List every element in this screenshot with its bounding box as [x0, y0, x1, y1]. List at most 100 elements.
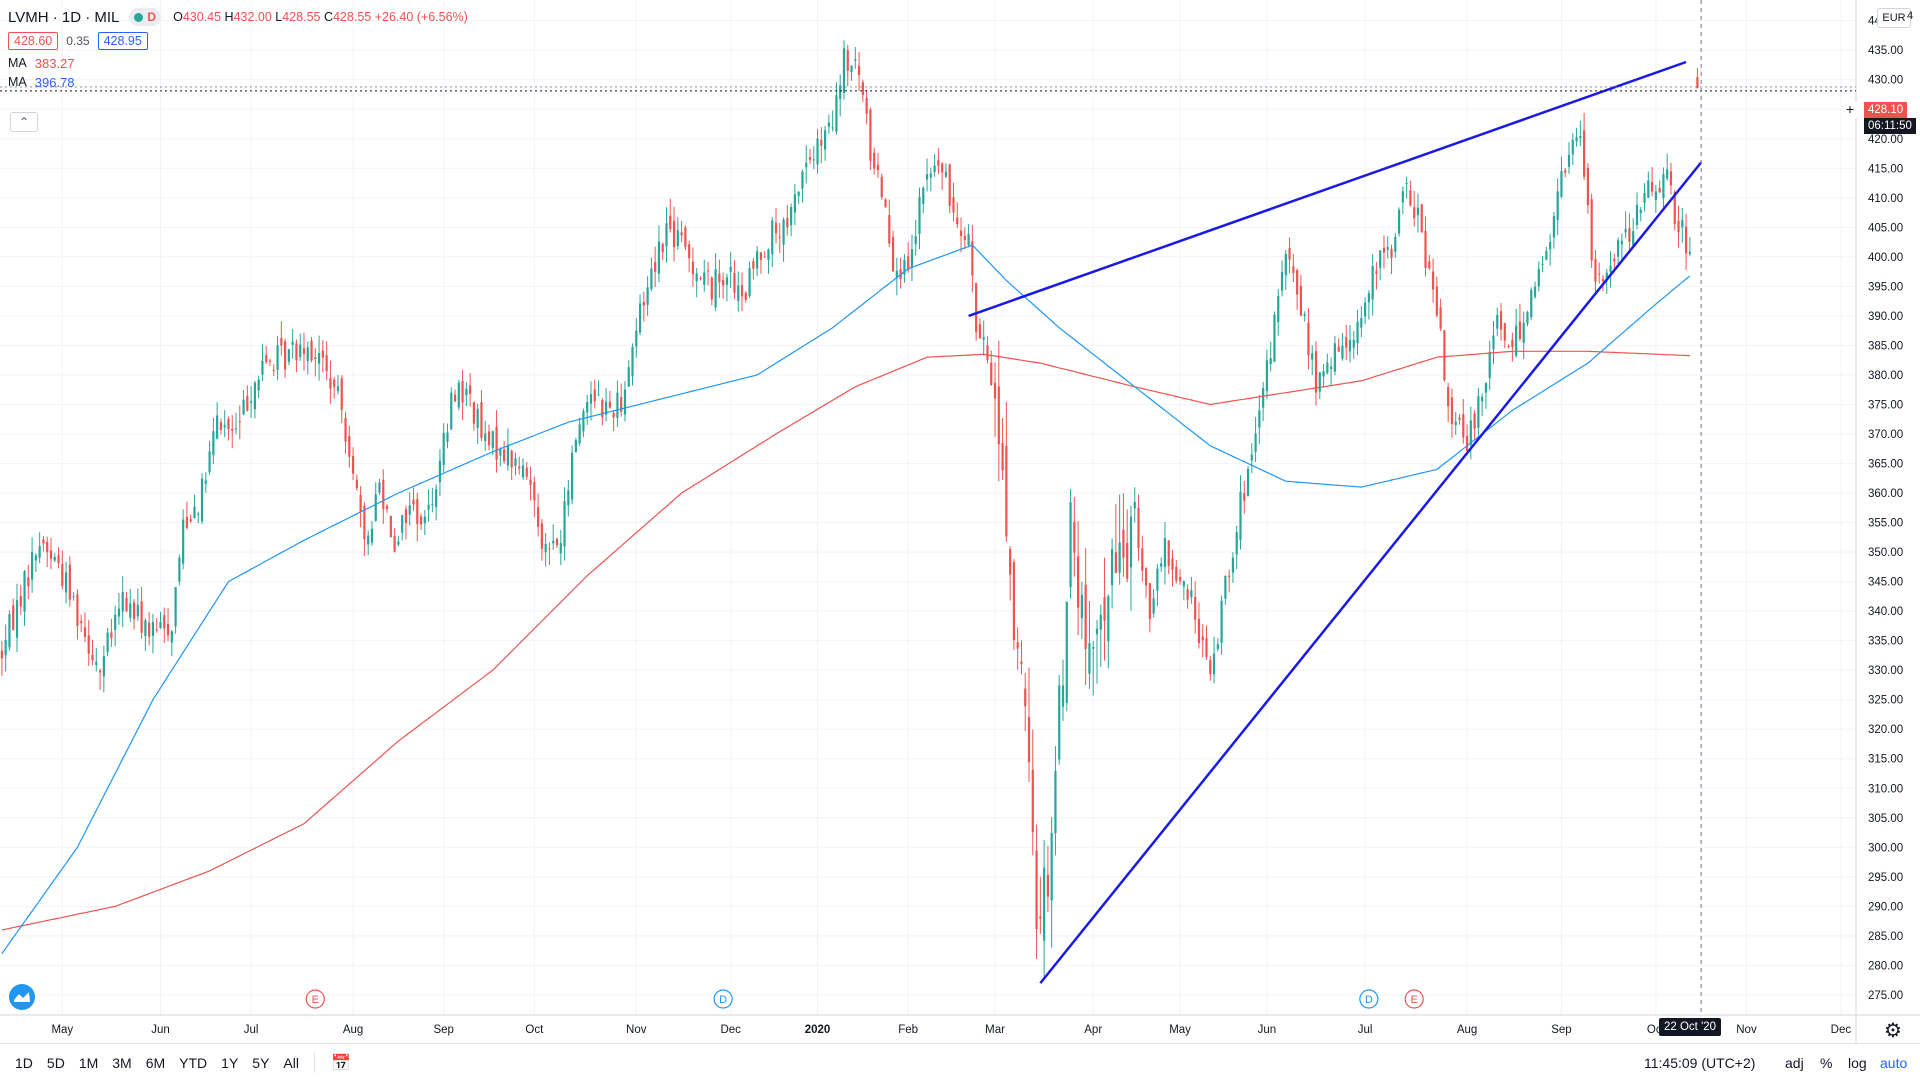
- candle-body: [1363, 302, 1367, 317]
- bid-button[interactable]: 428.60: [8, 32, 59, 50]
- collapse-legend-button[interactable]: ⌃: [10, 112, 38, 132]
- candle-body: [1277, 296, 1280, 322]
- y-tick-label: 305.00: [1868, 813, 1903, 825]
- last-price-tag: 428.10: [1864, 102, 1908, 118]
- event-marker-e[interactable]: [305, 989, 325, 1009]
- candle-body: [582, 410, 585, 432]
- candle-body: [136, 604, 139, 617]
- candle-body: [861, 82, 864, 96]
- candle-body: [148, 622, 151, 637]
- percent-toggle[interactable]: %: [1820, 1054, 1833, 1071]
- ma-legend-short[interactable]: MA 396.78: [8, 74, 75, 90]
- candle-body: [1273, 314, 1276, 362]
- candle-body: [1262, 388, 1265, 408]
- candle-body: [1613, 258, 1616, 262]
- candle-body: [1360, 317, 1363, 328]
- candle-body: [1669, 171, 1673, 186]
- event-marker-d[interactable]: [1359, 989, 1379, 1009]
- trendline[interactable]: [968, 60, 1687, 318]
- candle-body: [166, 623, 170, 636]
- candle-body: [525, 467, 528, 477]
- event-marker-label: E: [312, 994, 319, 1006]
- candle-body: [555, 538, 559, 546]
- candle-body: [68, 564, 71, 600]
- candle-body: [1465, 435, 1469, 451]
- candle-body: [631, 346, 634, 376]
- candle-body: [1216, 644, 1219, 650]
- candle-body: [812, 159, 815, 161]
- candle-body: [801, 171, 804, 189]
- ma-legend-long[interactable]: MA 383.27: [8, 55, 75, 71]
- y-tick-label: 285.00: [1868, 931, 1903, 943]
- candle-body: [646, 287, 649, 305]
- tradingview-logo-icon[interactable]: [8, 983, 36, 1011]
- candle-body: [1549, 242, 1552, 250]
- event-marker-d[interactable]: [713, 989, 733, 1009]
- candle-body: [1684, 226, 1688, 254]
- candle-body: [1605, 272, 1608, 278]
- x-tick-label: Aug: [343, 1024, 363, 1036]
- timeframe-button-5d[interactable]: 5D: [46, 1054, 65, 1071]
- y-tick-label: 325.00: [1868, 695, 1903, 707]
- candle-body: [1239, 491, 1242, 540]
- candle-body: [114, 614, 117, 630]
- clock-readout[interactable]: 11:45:09 (UTC+2): [1644, 1054, 1756, 1071]
- x-tick-label: Nov: [626, 1024, 647, 1036]
- candle-body: [1401, 191, 1404, 203]
- add-alert-plus-icon[interactable]: +: [1842, 102, 1858, 118]
- ask-button[interactable]: 428.95: [97, 32, 148, 50]
- candle-body: [234, 428, 238, 430]
- candle-body: [155, 629, 158, 631]
- candle-body: [971, 241, 974, 276]
- candle-body: [956, 217, 959, 225]
- candle-body: [1609, 265, 1612, 273]
- candle-body: [537, 507, 540, 527]
- candle-body: [771, 220, 774, 255]
- candle-body: [333, 379, 336, 387]
- adj-toggle[interactable]: adj: [1785, 1054, 1804, 1071]
- candle-body: [280, 338, 283, 346]
- candle-body: [978, 324, 982, 339]
- timeframe-button-1m[interactable]: 1M: [78, 1054, 99, 1071]
- candle-body: [1635, 204, 1639, 225]
- candle-body: [0, 650, 3, 659]
- timeframe-button-all[interactable]: All: [283, 1054, 299, 1071]
- candle-body: [1046, 874, 1049, 897]
- timeframe-button-ytd[interactable]: YTD: [179, 1054, 208, 1071]
- gear-icon[interactable]: ⚙: [1884, 1020, 1902, 1042]
- candle-body: [1518, 321, 1522, 339]
- calendar-range-icon[interactable]: 📅: [330, 1054, 351, 1072]
- timeframe-button-1d[interactable]: 1D: [15, 1054, 33, 1071]
- y-tick-label: 420.00: [1868, 134, 1903, 146]
- log-toggle[interactable]: log: [1848, 1054, 1867, 1071]
- y-tick-label: 290.00: [1868, 901, 1903, 913]
- candle-body: [944, 171, 948, 177]
- auto-toggle[interactable]: auto: [1880, 1054, 1908, 1071]
- y-tick-label: 380.00: [1868, 370, 1903, 382]
- trendline[interactable]: [1039, 161, 1703, 984]
- timeframe-button-3m[interactable]: 3M: [112, 1054, 132, 1071]
- candle-body: [1250, 454, 1253, 461]
- candle-body: [42, 539, 45, 544]
- timeframe-button-5y[interactable]: 5Y: [252, 1054, 270, 1071]
- candle-body: [1590, 199, 1593, 261]
- y-tick-label: 340.00: [1868, 606, 1903, 618]
- candle-body: [1394, 236, 1397, 253]
- candle-body: [336, 386, 340, 391]
- y-tick-label: 360.00: [1868, 488, 1903, 500]
- symbol-title[interactable]: LVMH · 1D · MIL: [8, 8, 120, 26]
- event-marker-e[interactable]: [1404, 989, 1424, 1009]
- candle-body: [4, 639, 7, 656]
- price-chart[interactable]: 275.00 280.00 285.00 290.00 295.00 300.00 305.…: [0, 0, 1920, 1043]
- candle-body: [1639, 209, 1642, 214]
- candle-body: [661, 243, 664, 253]
- candle-body: [306, 347, 309, 361]
- timeframe-button-1y[interactable]: 1Y: [221, 1054, 239, 1071]
- currency-badge[interactable]: EUR: [1877, 8, 1911, 28]
- candle-body: [8, 614, 11, 648]
- timeframe-button-6m[interactable]: 6M: [145, 1054, 166, 1071]
- market-status-toggle[interactable]: D: [129, 8, 162, 26]
- toolbar-divider: [313, 1052, 315, 1073]
- candle-body: [1594, 258, 1597, 282]
- candle-body: [540, 523, 543, 549]
